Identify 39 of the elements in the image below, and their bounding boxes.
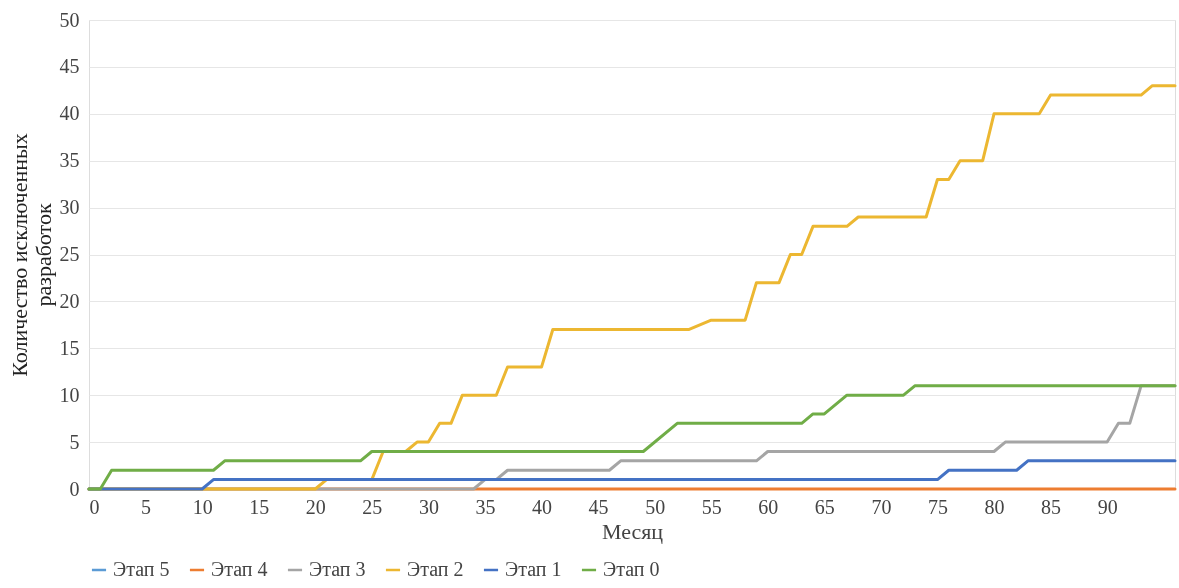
y-tick-label: 20 bbox=[59, 289, 80, 312]
y-axis-title: Количество исключенных разработок bbox=[6, 133, 56, 377]
x-tick-label: 65 bbox=[814, 495, 835, 518]
x-tick-label: 40 bbox=[532, 495, 552, 518]
x-tick-label: 5 bbox=[141, 495, 152, 518]
x-tick-label: 45 bbox=[588, 495, 609, 518]
x-tick-label: 70 bbox=[871, 495, 892, 518]
x-tick-label: 0 bbox=[89, 495, 100, 518]
line-series bbox=[87, 384, 1177, 491]
x-tick-label: 15 bbox=[249, 495, 270, 518]
x-tick-label: 30 bbox=[418, 495, 439, 518]
x-tick-label: 35 bbox=[475, 495, 496, 518]
y-tick-label: 5 bbox=[69, 430, 80, 453]
legend-label: Этап 5 bbox=[113, 558, 170, 580]
legend-label: Этап 2 bbox=[407, 558, 464, 580]
legend-label: Этап 1 bbox=[505, 558, 562, 580]
y-tick-label: 45 bbox=[59, 55, 80, 78]
y-tick-label: 35 bbox=[59, 149, 80, 172]
y-tick-label: 50 bbox=[59, 8, 80, 31]
y-tick-label: 25 bbox=[59, 243, 80, 265]
x-tick-label: 80 bbox=[984, 495, 1005, 518]
x-tick-label: 20 bbox=[305, 495, 326, 518]
x-tick-label: 55 bbox=[701, 495, 722, 518]
x-tick-label: 90 bbox=[1097, 495, 1118, 518]
x-tick-label: 25 bbox=[362, 495, 383, 518]
x-tick-label: 75 bbox=[927, 495, 948, 518]
x-tick-label: 10 bbox=[192, 495, 213, 518]
y-tick-label: 0 bbox=[69, 477, 80, 500]
x-tick-label: 60 bbox=[758, 495, 779, 518]
y-tick-label: 15 bbox=[59, 336, 80, 359]
y-tick-label: 40 bbox=[59, 102, 80, 125]
legend-label: Этап 3 bbox=[309, 558, 366, 580]
legend-label: Этап 4 bbox=[211, 558, 268, 580]
y-tick-label: 30 bbox=[59, 196, 80, 219]
x-axis-title: Месяц bbox=[601, 518, 664, 544]
legend-label: Этап 0 bbox=[603, 558, 660, 580]
x-tick-label: 85 bbox=[1041, 495, 1062, 518]
x-tick-label: 50 bbox=[645, 495, 666, 518]
y-tick-label: 10 bbox=[59, 383, 80, 406]
